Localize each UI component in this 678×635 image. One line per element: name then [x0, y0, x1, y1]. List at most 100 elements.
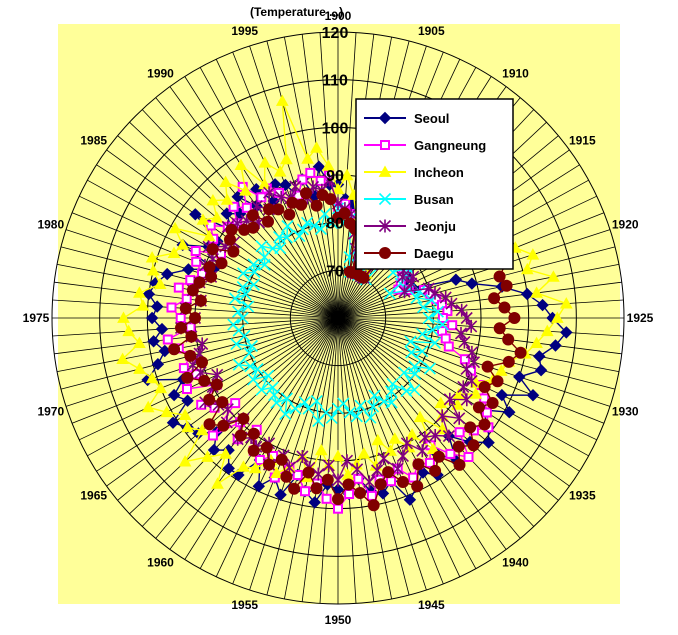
data-point — [293, 230, 306, 243]
data-point — [396, 449, 409, 463]
data-point — [500, 279, 513, 292]
data-point — [464, 421, 477, 434]
data-point — [117, 311, 130, 323]
legend: Seoul Gangneung Incheon Busan Jeonju Daegu — [355, 98, 514, 270]
data-point — [247, 258, 260, 271]
data-point — [493, 322, 506, 335]
data-point — [453, 411, 466, 425]
data-point — [266, 381, 279, 394]
data-point — [409, 367, 422, 381]
data-point — [182, 384, 192, 394]
grid-circle — [51, 31, 625, 605]
data-point — [270, 466, 283, 478]
data-point — [196, 337, 209, 351]
data-point — [323, 173, 336, 187]
data-point — [533, 350, 546, 363]
data-point — [455, 303, 468, 317]
data-point — [116, 352, 129, 364]
data-point — [449, 273, 463, 286]
data-point — [429, 429, 442, 442]
data-point — [236, 311, 249, 325]
data-point — [540, 324, 554, 337]
data-point — [386, 476, 396, 487]
data-point — [217, 419, 230, 432]
angle-label: 1920 — [612, 218, 639, 232]
data-point — [203, 261, 216, 274]
data-point — [396, 270, 409, 284]
data-point — [367, 499, 380, 512]
data-point — [432, 450, 445, 463]
data-point — [145, 311, 159, 325]
data-point — [219, 175, 232, 187]
data-point — [378, 219, 392, 233]
data-point — [445, 448, 456, 459]
data-point — [262, 215, 274, 228]
data-point — [254, 455, 265, 465]
data-point — [416, 444, 429, 458]
data-point — [383, 287, 396, 300]
data-point — [322, 459, 335, 472]
data-point — [417, 301, 430, 314]
data-point — [185, 322, 196, 333]
legend-item: Incheon — [364, 165, 464, 180]
data-point — [357, 271, 370, 284]
data-point — [185, 275, 196, 286]
data-point — [237, 267, 250, 280]
data-point — [321, 473, 334, 486]
data-point — [292, 470, 303, 480]
data-point — [228, 292, 242, 305]
data-point — [234, 429, 247, 442]
data-point — [302, 402, 315, 415]
data-point — [377, 395, 390, 408]
data-point — [513, 370, 526, 384]
data-point — [318, 207, 331, 221]
data-point — [342, 478, 355, 491]
data-point — [378, 111, 392, 125]
data-point — [181, 420, 194, 433]
radial-tick-labels: 70 80 90 100 110 120 — [322, 25, 349, 280]
data-point — [514, 346, 527, 359]
data-point — [301, 152, 314, 164]
data-point — [295, 198, 308, 211]
data-point — [175, 313, 186, 323]
data-point — [258, 156, 272, 168]
data-point — [445, 297, 458, 311]
data-point — [382, 466, 395, 479]
data-point — [275, 94, 289, 106]
data-point — [176, 238, 190, 250]
data-point — [371, 463, 384, 477]
data-point — [478, 418, 491, 431]
data-point — [237, 412, 250, 425]
data-point — [457, 380, 470, 394]
data-point — [536, 298, 549, 312]
data-point — [145, 251, 159, 263]
data-point — [272, 203, 285, 216]
data-point — [314, 222, 328, 236]
data-point — [280, 470, 293, 483]
data-point — [232, 305, 245, 318]
data-point — [520, 287, 534, 301]
data-point — [386, 378, 399, 391]
data-point — [207, 430, 218, 441]
data-point — [465, 277, 479, 290]
data-point — [312, 414, 325, 428]
legend-item: Busan — [364, 192, 454, 207]
data-point — [314, 443, 328, 456]
data-point — [248, 461, 262, 474]
angle-label: 1975 — [23, 311, 50, 325]
data-point — [216, 396, 229, 409]
data-point — [493, 270, 506, 283]
data-point — [219, 447, 232, 459]
data-point — [263, 458, 275, 471]
data-point — [205, 220, 216, 231]
data-point — [388, 432, 402, 444]
data-point — [426, 442, 440, 454]
data-point — [280, 231, 293, 244]
data-point — [560, 326, 573, 339]
angle-label: 1980 — [37, 218, 64, 232]
data-point — [426, 323, 439, 336]
data-point — [167, 388, 181, 402]
data-point — [469, 387, 483, 399]
data-point — [447, 320, 458, 331]
